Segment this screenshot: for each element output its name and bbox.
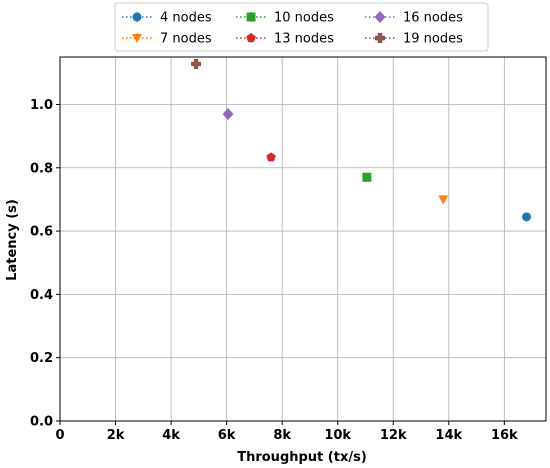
data-point xyxy=(191,58,202,69)
legend-marker xyxy=(132,12,142,22)
y-axis-label: Latency (s) xyxy=(5,199,20,281)
y-tick-label: 0.6 xyxy=(30,225,53,240)
x-tick-label: 10k xyxy=(324,428,351,443)
x-axis-label: Throughput (tx/s) xyxy=(237,450,367,465)
legend-box xyxy=(114,2,489,52)
legend-marker xyxy=(374,11,386,23)
legend-label: 16 nodes xyxy=(403,11,463,26)
x-tick-label: 0 xyxy=(55,428,64,443)
data-point xyxy=(522,212,532,222)
data-markers xyxy=(191,58,532,222)
plot-frame xyxy=(59,56,547,422)
legend-marker xyxy=(132,34,142,43)
grid xyxy=(59,57,546,422)
legend-marker xyxy=(246,33,256,43)
ticks: 0 2k 4k 6k 8k 10k 12k 14k 16k 0.0 0.2 0.4 0.6 0.8 1.0 xyxy=(30,98,518,443)
x-tick-label: 6k xyxy=(218,428,236,443)
legend-label: 7 nodes xyxy=(160,32,212,47)
legend-label: 10 nodes xyxy=(274,11,334,26)
data-point xyxy=(266,152,276,162)
legend-label: 4 nodes xyxy=(160,11,212,26)
x-tick-label: 4k xyxy=(162,428,180,443)
legend-marker xyxy=(375,33,385,43)
x-tick-label: 8k xyxy=(273,428,291,443)
data-point xyxy=(222,107,234,120)
y-tick-label: 0.8 xyxy=(30,161,53,176)
y-tick-label: 0.4 xyxy=(30,288,53,303)
legend: 4 nodes 7 nodes 10 nodes 13 nodes 16 nodes 19… xyxy=(114,2,489,52)
y-tick-label: 0.0 xyxy=(30,415,53,430)
x-tick-label: 16k xyxy=(491,428,518,443)
x-tick-label: 2k xyxy=(107,428,125,443)
x-tick-label: 12k xyxy=(380,428,407,443)
y-tick-label: 0.2 xyxy=(30,351,53,366)
data-point xyxy=(438,195,449,205)
legend-label: 19 nodes xyxy=(403,32,463,47)
x-tick-label: 14k xyxy=(435,428,462,443)
legend-label: 13 nodes xyxy=(274,32,334,47)
legend-marker xyxy=(246,12,256,22)
data-point xyxy=(362,172,372,182)
y-tick-label: 1.0 xyxy=(30,98,53,113)
